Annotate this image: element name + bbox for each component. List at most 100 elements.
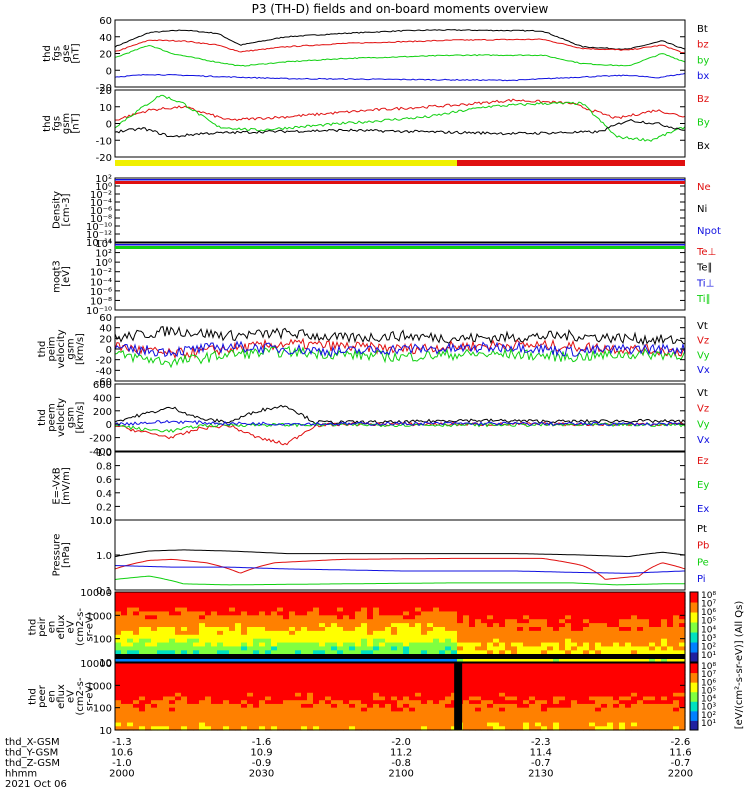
peir_spec-cell — [289, 638, 296, 644]
peir_spec-cell — [445, 630, 452, 636]
peem_velocity-ytick-label: 400 — [93, 393, 112, 404]
peir_spec-cell — [169, 603, 176, 609]
peir_spec-cell — [121, 592, 128, 597]
peir_spec-cell — [229, 630, 236, 636]
temperature-ytick-label: 10⁻⁸ — [90, 296, 112, 307]
peir_spec-cell — [361, 623, 368, 628]
peer_spec-cell — [409, 681, 416, 686]
peir_spec-cell — [457, 642, 464, 648]
peir_spec-cell — [511, 638, 518, 644]
peer_spec-cell — [439, 689, 446, 694]
peir_spec-cell — [643, 642, 650, 648]
peer_spec-cell — [505, 711, 512, 716]
peir_spec-cell — [133, 646, 140, 651]
peer_spec-cell — [631, 663, 638, 668]
peer_spec-cell — [187, 696, 194, 701]
peer_spec-cell — [541, 666, 548, 672]
peir_spec-cell — [349, 603, 356, 609]
density-trace-band — [115, 179, 685, 181]
peer_spec-cell — [499, 692, 506, 698]
peer_spec-cell — [319, 711, 326, 716]
peir_spec-cell — [493, 607, 500, 613]
peer_spec-cell — [577, 715, 584, 720]
peer_spec-cell — [427, 666, 434, 672]
peir_spec-cell — [535, 603, 542, 609]
peer_spec-cell — [601, 707, 608, 712]
peer_spec-cell — [271, 707, 278, 712]
peer_spec-cell — [121, 715, 128, 720]
peir_spec-cell — [553, 615, 560, 620]
peir_spec-cell — [115, 592, 122, 597]
peir_spec-cell — [169, 627, 176, 632]
peer_spec-cell — [565, 677, 572, 683]
peir_spec-cell — [667, 603, 674, 609]
peir_spec-cell — [583, 630, 590, 636]
peer_spec-cell — [499, 703, 506, 709]
peer_spec-cell — [355, 715, 362, 720]
peir_spec-cell — [493, 658, 500, 663]
peir_spec-cell — [139, 607, 146, 613]
peer_spec-cell — [523, 689, 530, 694]
peir_spec-cell — [307, 592, 314, 597]
peer_spec-cell — [205, 670, 212, 675]
peir_spec-cell — [439, 592, 446, 597]
peer_spec-cell — [679, 685, 686, 690]
peir_spec-cell — [211, 619, 218, 624]
peer_spec-cell — [217, 663, 224, 668]
peer_spec-cell — [169, 677, 176, 683]
peer_spec-cell — [121, 663, 128, 668]
peir_spec-cell — [325, 615, 332, 620]
peir_spec-frame — [114, 591, 686, 663]
peer_spec-cell — [487, 711, 494, 716]
peir_spec-cell — [151, 658, 158, 663]
peir_spec-cell — [517, 658, 524, 663]
peir_spec-cell — [367, 642, 374, 648]
peer_spec-cell — [625, 674, 632, 679]
peir_spec-cell — [289, 623, 296, 628]
peer_spec-cell — [391, 663, 398, 668]
peer_spec-cell — [145, 715, 152, 720]
mode-bar — [115, 160, 685, 166]
peer_spec-cell — [577, 711, 584, 716]
xaxis-value: 2030 — [249, 769, 274, 780]
peir_spec-cell — [649, 599, 656, 605]
peir_spec-cell — [499, 615, 506, 620]
peer_spec-cell — [577, 696, 584, 701]
peir_spec-cell — [355, 658, 362, 663]
peer_spec-cell — [127, 674, 134, 679]
xaxis-value: 2100 — [388, 769, 413, 780]
peer_spec-cell — [583, 663, 590, 668]
peir_spec-cell — [181, 603, 188, 609]
peer_spec-cell — [391, 722, 398, 727]
peir_spec-cell — [373, 638, 380, 644]
peir_spec-cell — [535, 595, 542, 601]
peer_spec-cell — [355, 666, 362, 672]
peer_spec-cell — [163, 700, 170, 705]
peir_spec-cell — [277, 619, 284, 624]
peir_spec-cell — [127, 634, 134, 640]
peer_spec-cell — [259, 689, 266, 694]
density-ytick-label: 10⁰ — [95, 182, 112, 193]
peir_spec-cell — [601, 615, 608, 620]
peir_spec-cell — [541, 634, 548, 640]
fgs_gsm-legend-By: By — [697, 118, 710, 129]
peer_spec-cell — [655, 663, 662, 668]
peer_spec-cell — [259, 726, 266, 731]
peer_spec-cell — [517, 700, 524, 705]
peir_spec-cell — [541, 611, 548, 616]
peer_spec-cell — [181, 707, 188, 712]
peir_spec-cell — [271, 611, 278, 616]
peer_spec-cell — [277, 726, 284, 731]
peir_spec-cell — [601, 595, 608, 601]
peir_spec-cell — [175, 634, 182, 640]
peer_spec-cell — [421, 715, 428, 720]
peir_spec-cell — [541, 603, 548, 609]
peer_spec-cell — [175, 715, 182, 720]
peir_spec-cell — [361, 634, 368, 640]
peir_spec-cell — [181, 595, 188, 601]
peir_spec-cell — [451, 603, 458, 609]
temperature-legend-Te: Te⊥ — [696, 247, 716, 258]
peir_spec-cell — [277, 627, 284, 632]
peir_spec-cell — [631, 646, 638, 651]
peir_spec-ytick-label: 100 — [93, 635, 112, 646]
